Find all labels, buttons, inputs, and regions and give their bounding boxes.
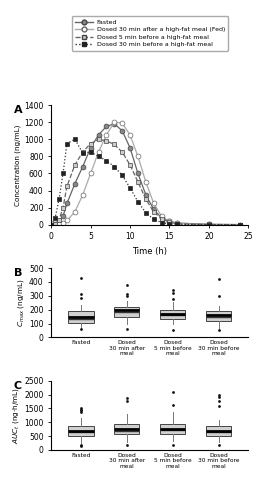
Y-axis label: $C_{max}$ (ng/mL): $C_{max}$ (ng/mL) [16,278,26,327]
Bar [160,424,185,434]
Text: C: C [14,380,22,390]
Y-axis label: $AUC_t$ (ng·h/mL): $AUC_t$ (ng·h/mL) [12,387,22,444]
Bar [68,426,94,436]
Bar [160,310,185,320]
Bar [68,311,94,323]
Bar [114,424,140,434]
Y-axis label: Concentration (ng/mL): Concentration (ng/mL) [15,124,22,206]
Text: B: B [14,268,22,278]
Bar [206,426,231,436]
Bar [206,311,231,320]
Bar [114,307,140,318]
Legend: Fasted, Dosed 30 min after a high-fat meal (Fed), Dosed 5 min before a high-fat : Fasted, Dosed 30 min after a high-fat me… [71,16,228,50]
X-axis label: Time (h): Time (h) [132,247,167,256]
Text: A: A [14,105,22,115]
